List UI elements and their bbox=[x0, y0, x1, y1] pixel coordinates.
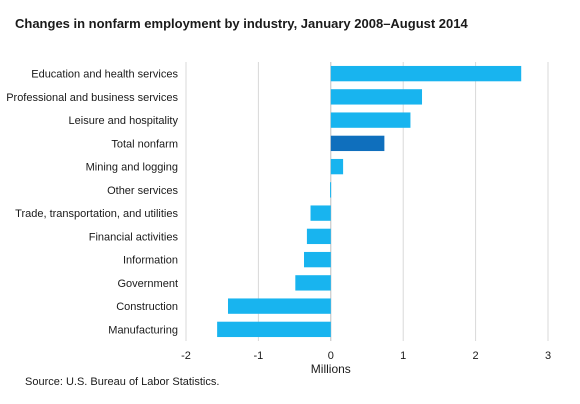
bar bbox=[330, 135, 385, 152]
category-label: Construction bbox=[116, 301, 178, 313]
x-tick-label: 3 bbox=[545, 350, 551, 362]
bar bbox=[310, 205, 331, 221]
category-label: Total nonfarm bbox=[111, 138, 178, 150]
x-tick-label: 0 bbox=[328, 350, 334, 362]
bar bbox=[330, 112, 411, 128]
bar bbox=[330, 65, 522, 82]
bar bbox=[330, 182, 332, 198]
x-tick-label: -1 bbox=[254, 350, 264, 362]
source-note: Source: U.S. Bureau of Labor Statistics. bbox=[25, 376, 220, 388]
bar bbox=[304, 251, 331, 268]
bar bbox=[227, 298, 331, 314]
bar bbox=[330, 89, 423, 105]
category-label: Mining and logging bbox=[86, 162, 178, 174]
x-tick-label: 1 bbox=[400, 350, 406, 362]
category-label: Other services bbox=[107, 185, 178, 197]
category-label: Leisure and hospitality bbox=[69, 115, 179, 127]
category-label: Government bbox=[117, 278, 178, 290]
category-label: Financial activities bbox=[89, 231, 179, 243]
category-label: Information bbox=[123, 255, 178, 267]
x-axis-title: Millions bbox=[311, 362, 351, 376]
x-tick-label: -2 bbox=[181, 350, 191, 362]
category-label: Manufacturing bbox=[108, 324, 178, 336]
category-label: Professional and business services bbox=[6, 92, 178, 104]
category-label: Trade, transportation, and utilities bbox=[15, 208, 178, 220]
bar bbox=[306, 228, 331, 245]
bar bbox=[295, 275, 331, 291]
bar bbox=[217, 321, 331, 338]
x-tick-label: 2 bbox=[473, 350, 479, 362]
chart-title: Changes in nonfarm employment by industr… bbox=[15, 16, 468, 31]
category-label: Education and health services bbox=[31, 69, 178, 81]
bar bbox=[330, 158, 344, 175]
